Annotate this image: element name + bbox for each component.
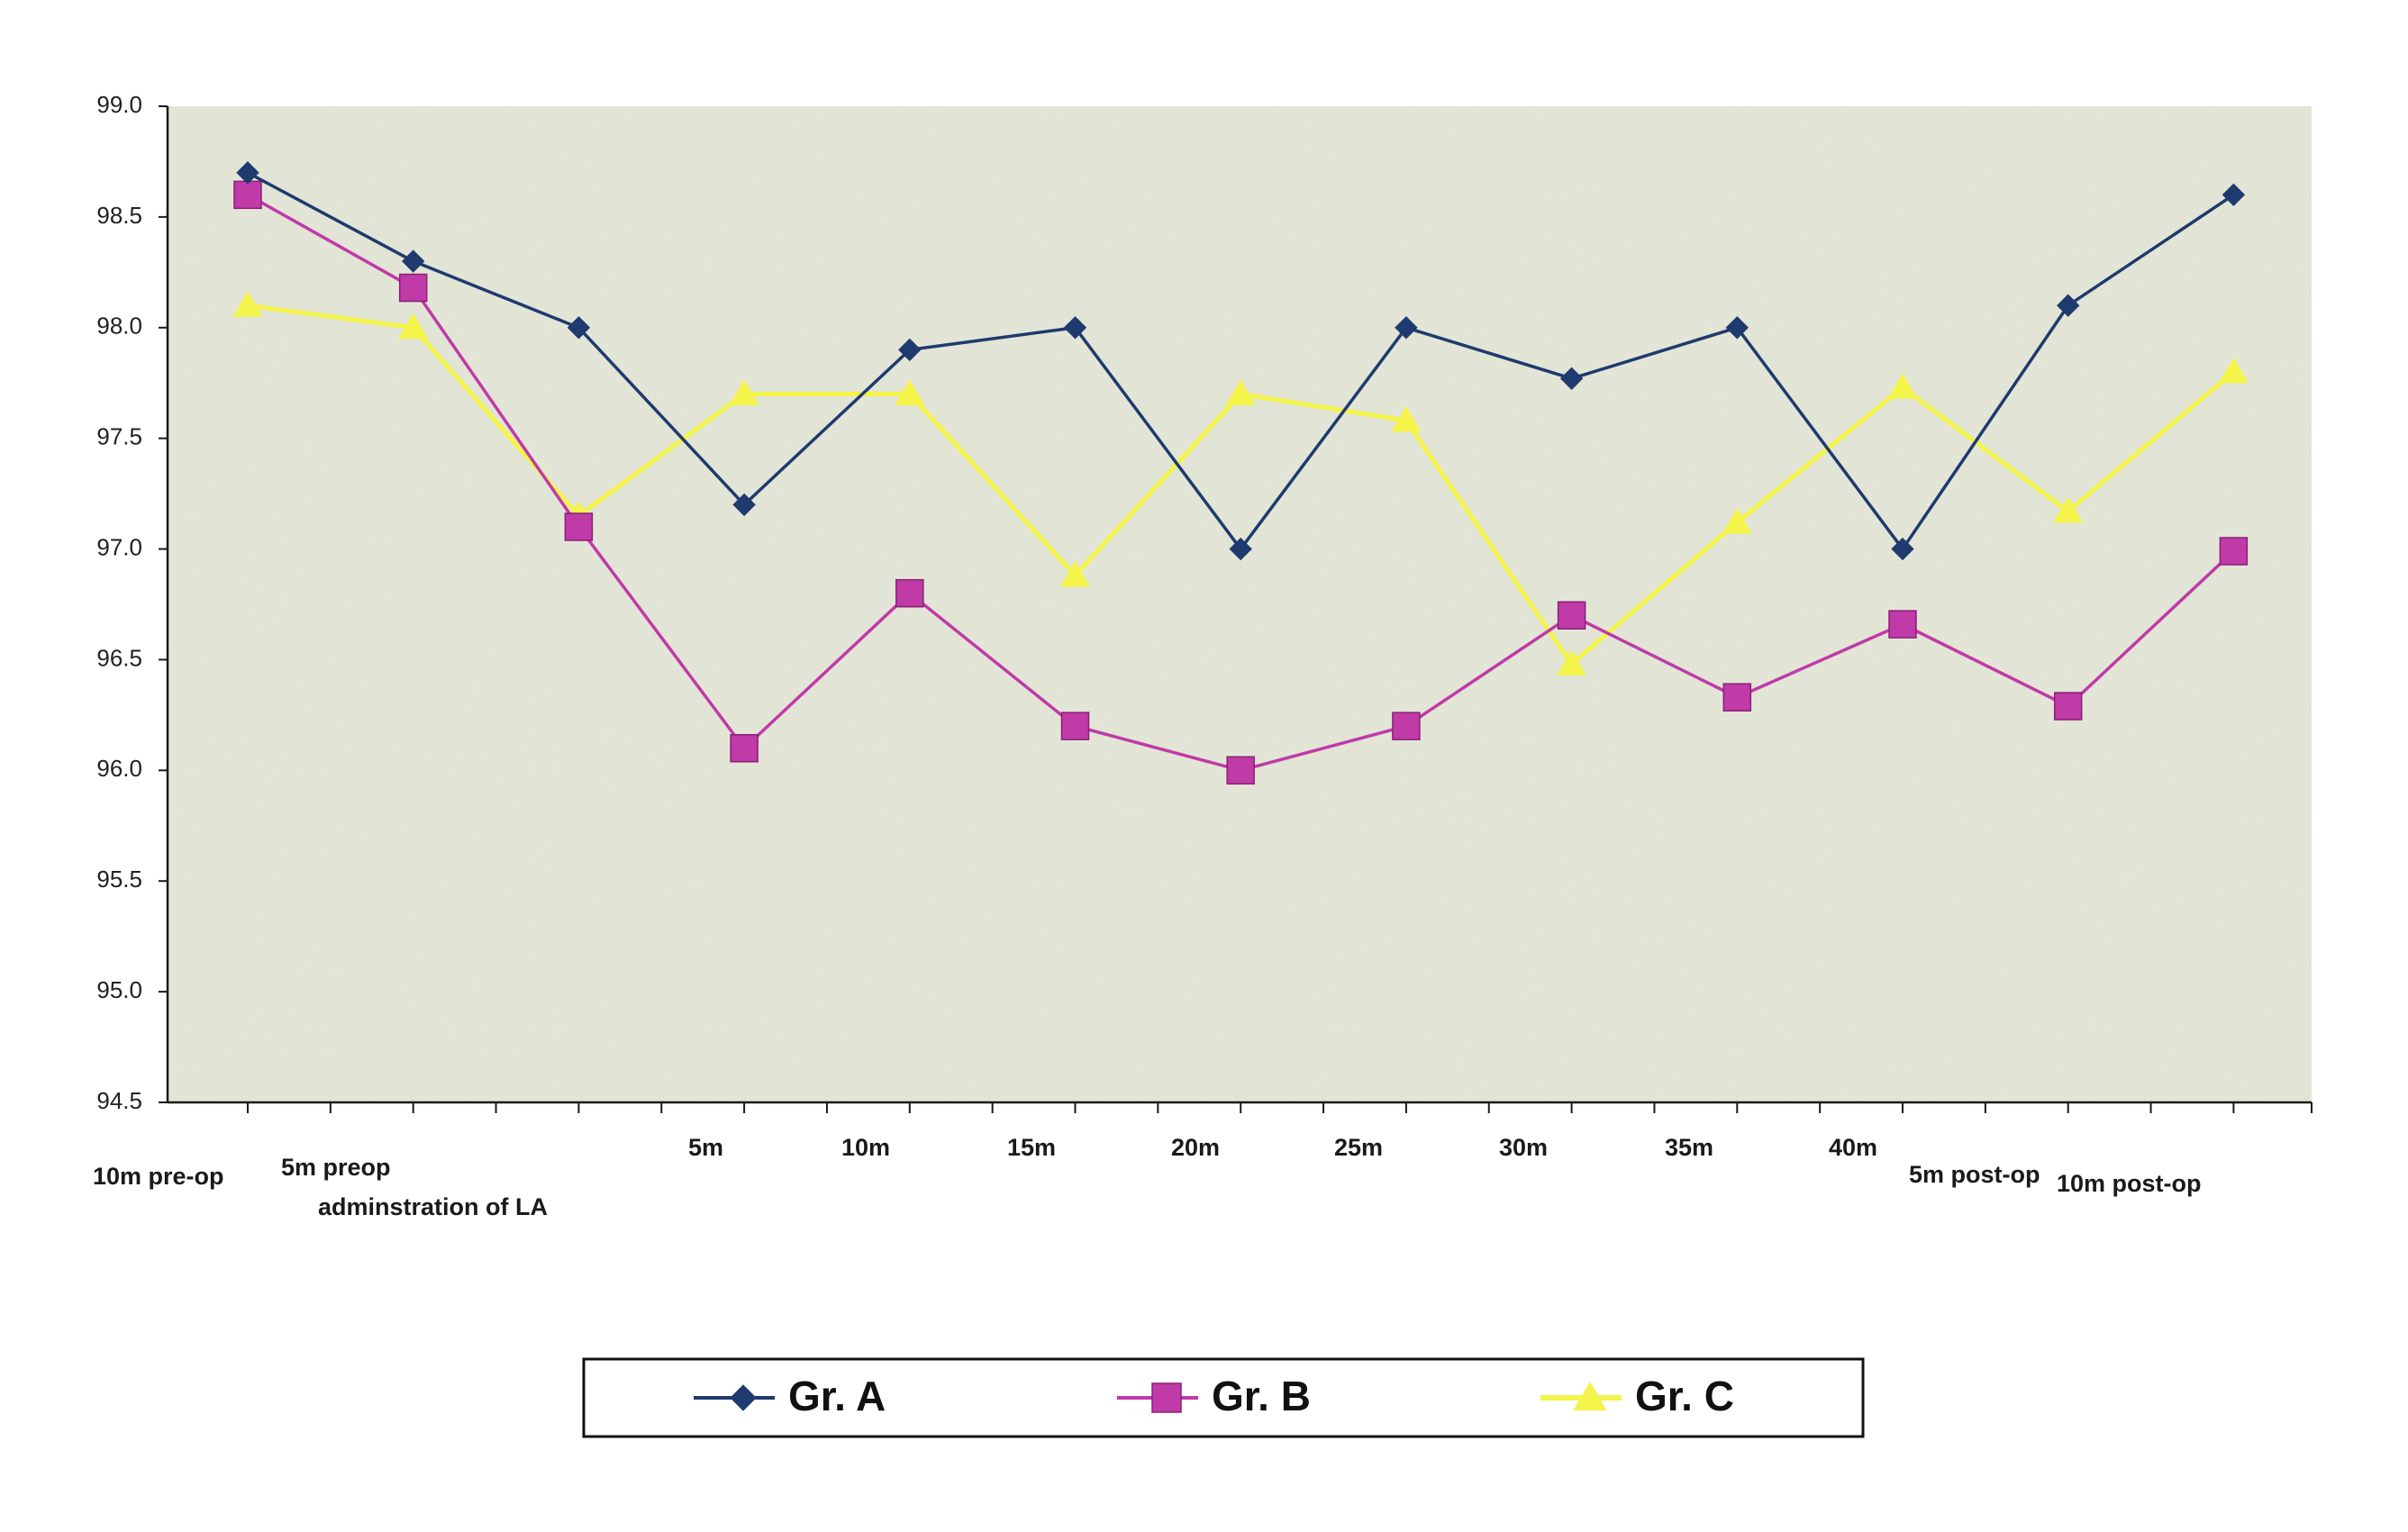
y-tick-label: 94.5: [96, 1087, 142, 1114]
legend-label: Gr. A: [788, 1373, 886, 1419]
y-tick-label: 95.0: [96, 976, 142, 1003]
x-tick-label: 10m pre-op: [93, 1163, 224, 1190]
data-point: [1559, 367, 1584, 391]
data-point: [2053, 692, 2083, 721]
data-point: [1229, 537, 1252, 561]
data-point: [2219, 537, 2249, 566]
data-point: [1226, 756, 1255, 785]
data-point: [1392, 712, 1421, 740]
x-tick-label: 20m: [1171, 1134, 1220, 1161]
data-point: [898, 338, 922, 362]
series-layer: [232, 161, 2249, 785]
legend-box: [582, 1357, 1865, 1438]
y-tick-label: 97.5: [96, 423, 142, 450]
data-point: [2222, 183, 2246, 207]
data-point: [398, 273, 428, 303]
data-point: [895, 379, 925, 406]
x-tick-label: 5m preop: [281, 1154, 391, 1181]
x-tick-label: 40m: [1829, 1134, 1877, 1161]
data-point: [398, 313, 429, 340]
x-tick-label: 10m: [841, 1134, 890, 1161]
legend-item: Gr. A: [694, 1373, 886, 1419]
legend-marker: [1573, 1382, 1607, 1411]
plot-area-texture: [168, 106, 2312, 1102]
data-point: [1060, 712, 1090, 740]
data-point: [232, 291, 263, 317]
data-point: [2056, 294, 2080, 317]
data-point: [1887, 373, 1918, 399]
data-point: [401, 249, 425, 273]
legend-label: Gr. B: [1212, 1373, 1311, 1419]
series-gr-b: [233, 180, 2249, 785]
data-point: [1888, 610, 1917, 639]
y-tick-label: 98.0: [96, 313, 142, 340]
legend-marker: [730, 1384, 757, 1411]
data-point: [1557, 601, 1586, 630]
data-point: [1059, 561, 1091, 587]
data-point: [730, 734, 759, 763]
legend-marker: [1151, 1382, 1182, 1413]
x-tick-label: adminstration of LA: [318, 1193, 548, 1220]
x-tick-label: 5m post-op: [1909, 1161, 2040, 1188]
legend: Gr. A Gr. B Gr. C: [582, 1357, 1865, 1438]
data-point: [567, 316, 591, 340]
y-tick-label: 97.0: [96, 533, 142, 560]
data-point: [2053, 496, 2084, 523]
x-axis: 10m pre-op 5m preop adminstration of LA 5m 1…: [93, 1101, 2313, 1220]
data-point: [1556, 649, 1587, 675]
legend-item: Gr. B: [1117, 1373, 1311, 1419]
y-axis: 94.5 95.0 95.5 96.0 96.5 97.0 97.5 98.0 98.5 99.0: [96, 91, 169, 1114]
data-point: [1391, 406, 1422, 432]
data-point: [729, 379, 759, 406]
series-gr-a: [236, 161, 2246, 561]
data-point: [236, 161, 259, 185]
data-point: [732, 493, 756, 517]
legend-item: Gr. C: [1540, 1373, 1734, 1419]
y-tick-label: 96.5: [96, 644, 142, 671]
data-point: [1722, 508, 1752, 534]
y-tick-label: 96.0: [96, 755, 142, 782]
y-tick-label: 98.5: [96, 202, 142, 229]
data-point: [1395, 316, 1418, 340]
data-point: [564, 512, 594, 541]
data-point: [895, 578, 924, 608]
x-tick-label: 25m: [1334, 1134, 1383, 1161]
data-point: [2218, 357, 2249, 384]
x-tick-label: 5m: [688, 1134, 723, 1161]
legend-label: Gr. C: [1635, 1373, 1734, 1419]
y-tick-label: 95.5: [96, 866, 142, 893]
x-tick-label: 10m post-op: [2057, 1170, 2202, 1197]
y-tick-label: 99.0: [96, 91, 142, 118]
data-point: [1063, 316, 1087, 340]
x-tick-label: 35m: [1665, 1134, 1713, 1161]
data-point: [233, 180, 262, 210]
x-tick-label: 30m: [1499, 1134, 1548, 1161]
x-tick-label: 15m: [1007, 1134, 1056, 1161]
data-point: [1725, 316, 1749, 340]
data-point: [1225, 379, 1256, 406]
data-point: [1722, 683, 1752, 712]
data-point: [1891, 537, 1914, 561]
